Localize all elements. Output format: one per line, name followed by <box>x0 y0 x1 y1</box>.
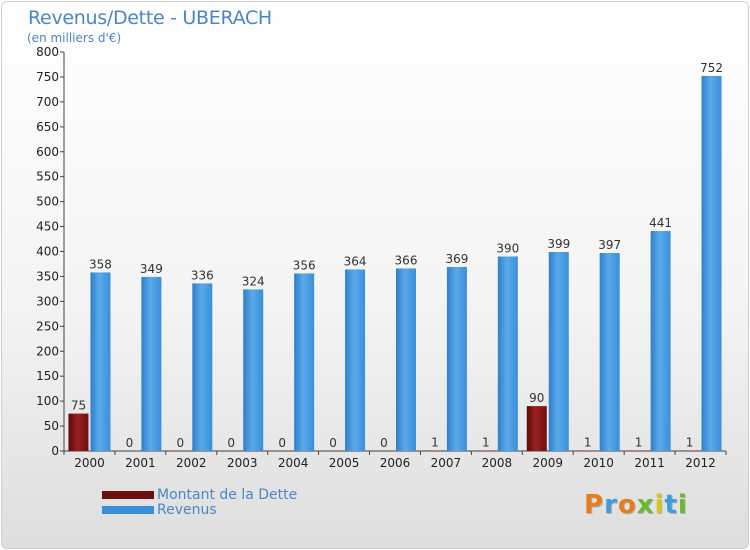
revenue-bar <box>192 283 213 451</box>
x-tick-label: 2010 <box>583 456 614 470</box>
legend-swatch-debt <box>102 491 154 499</box>
revenue-value-label: 364 <box>344 254 367 268</box>
logo-letter: x <box>636 490 655 520</box>
y-tick-label: 650 <box>36 120 59 134</box>
x-tick-label: 2006 <box>380 456 411 470</box>
revenue-bar <box>497 256 518 451</box>
revenue-bar <box>446 266 467 451</box>
debt-value-label: 1 <box>635 436 643 450</box>
chart-title: Revenus/Dette - UBERACH <box>28 7 272 29</box>
logo-letter: i <box>677 490 688 520</box>
x-tick-label: 2004 <box>278 456 309 470</box>
y-tick-label: 250 <box>36 319 59 333</box>
y-tick-label: 450 <box>36 220 59 234</box>
debt-value-label: 0 <box>227 436 235 450</box>
revenue-bar <box>294 273 315 451</box>
y-tick-label: 600 <box>36 145 59 159</box>
debt-value-label: 1 <box>686 436 694 450</box>
revenue-value-label: 399 <box>547 237 570 251</box>
revenue-bar <box>701 75 722 451</box>
revenue-value-label: 336 <box>191 268 214 282</box>
x-tick-label: 2009 <box>532 456 563 470</box>
logo-letter: r <box>604 490 618 520</box>
revenue-value-label: 366 <box>395 253 418 267</box>
revenue-bar <box>396 268 416 451</box>
debt-value-label: 0 <box>380 436 388 450</box>
x-tick-label: 2012 <box>685 456 716 470</box>
revenue-bar <box>141 276 162 451</box>
revenue-bar <box>650 231 671 451</box>
x-tick-label: 2002 <box>176 456 207 470</box>
x-tick-label: 2001 <box>125 456 156 470</box>
y-tick-label: 400 <box>36 245 59 259</box>
y-tick-label: 300 <box>36 294 59 308</box>
legend-item-debt: Montant de la Dette <box>102 487 298 503</box>
revenue-bar <box>345 269 366 451</box>
y-tick-label: 100 <box>36 394 59 408</box>
debt-value-label: 0 <box>176 436 184 450</box>
revenue-value-label: 349 <box>140 262 163 276</box>
debt-bar <box>68 413 89 451</box>
y-tick-label: 150 <box>36 369 59 383</box>
x-tick-label: 2011 <box>634 456 665 470</box>
debt-value-label: 0 <box>329 436 337 450</box>
legend-label-revenue: Revenus <box>157 502 217 518</box>
revenue-bar <box>548 251 569 451</box>
x-tick-label: 2007 <box>431 456 462 470</box>
x-tick-label: 2008 <box>482 456 513 470</box>
logo-letter: o <box>617 490 637 520</box>
debt-bar <box>526 406 547 451</box>
x-tick-label: 2003 <box>227 456 258 470</box>
revenue-value-label: 356 <box>293 258 316 272</box>
debt-value-label: 90 <box>529 391 544 405</box>
revenue-value-label: 397 <box>598 238 621 252</box>
y-tick-label: 0 <box>51 444 59 458</box>
y-tick-label: 550 <box>36 170 59 184</box>
y-tick-label: 700 <box>36 95 59 109</box>
legend-label-debt: Montant de la Dette <box>157 487 298 503</box>
y-tick-label: 200 <box>36 344 59 358</box>
y-tick-label: 50 <box>44 419 59 433</box>
legend-swatch-revenue <box>102 506 154 514</box>
x-tick-label: 2000 <box>74 456 105 470</box>
proxiti-logo: Proxiti <box>584 490 688 520</box>
revenue-bar <box>599 252 620 451</box>
debt-value-label: 75 <box>71 399 86 413</box>
debt-value-label: 1 <box>431 436 439 450</box>
revenue-value-label: 752 <box>700 61 723 75</box>
logo-letter: P <box>584 490 605 520</box>
y-tick-label: 800 <box>36 45 59 59</box>
revenue-bar <box>90 272 111 451</box>
debt-value-label: 0 <box>278 436 286 450</box>
revenue-value-label: 441 <box>649 216 672 230</box>
y-tick-label: 750 <box>36 70 59 84</box>
chart-subtitle: (en milliers d'€) <box>27 31 122 45</box>
revenue-bar <box>243 289 264 451</box>
logo-letter: t <box>664 490 678 520</box>
revenue-value-label: 390 <box>496 241 519 255</box>
revenue-value-label: 358 <box>89 257 112 271</box>
y-tick-label: 500 <box>36 195 59 209</box>
y-tick-label: 350 <box>36 269 59 283</box>
logo-letter: i <box>654 490 665 520</box>
legend-item-revenue: Revenus <box>102 502 217 518</box>
revenue-value-label: 369 <box>445 252 468 266</box>
x-tick-label: 2005 <box>329 456 360 470</box>
debt-value-label: 1 <box>584 436 592 450</box>
revenue-value-label: 324 <box>242 274 265 288</box>
debt-value-label: 1 <box>482 436 490 450</box>
debt-value-label: 0 <box>126 436 134 450</box>
